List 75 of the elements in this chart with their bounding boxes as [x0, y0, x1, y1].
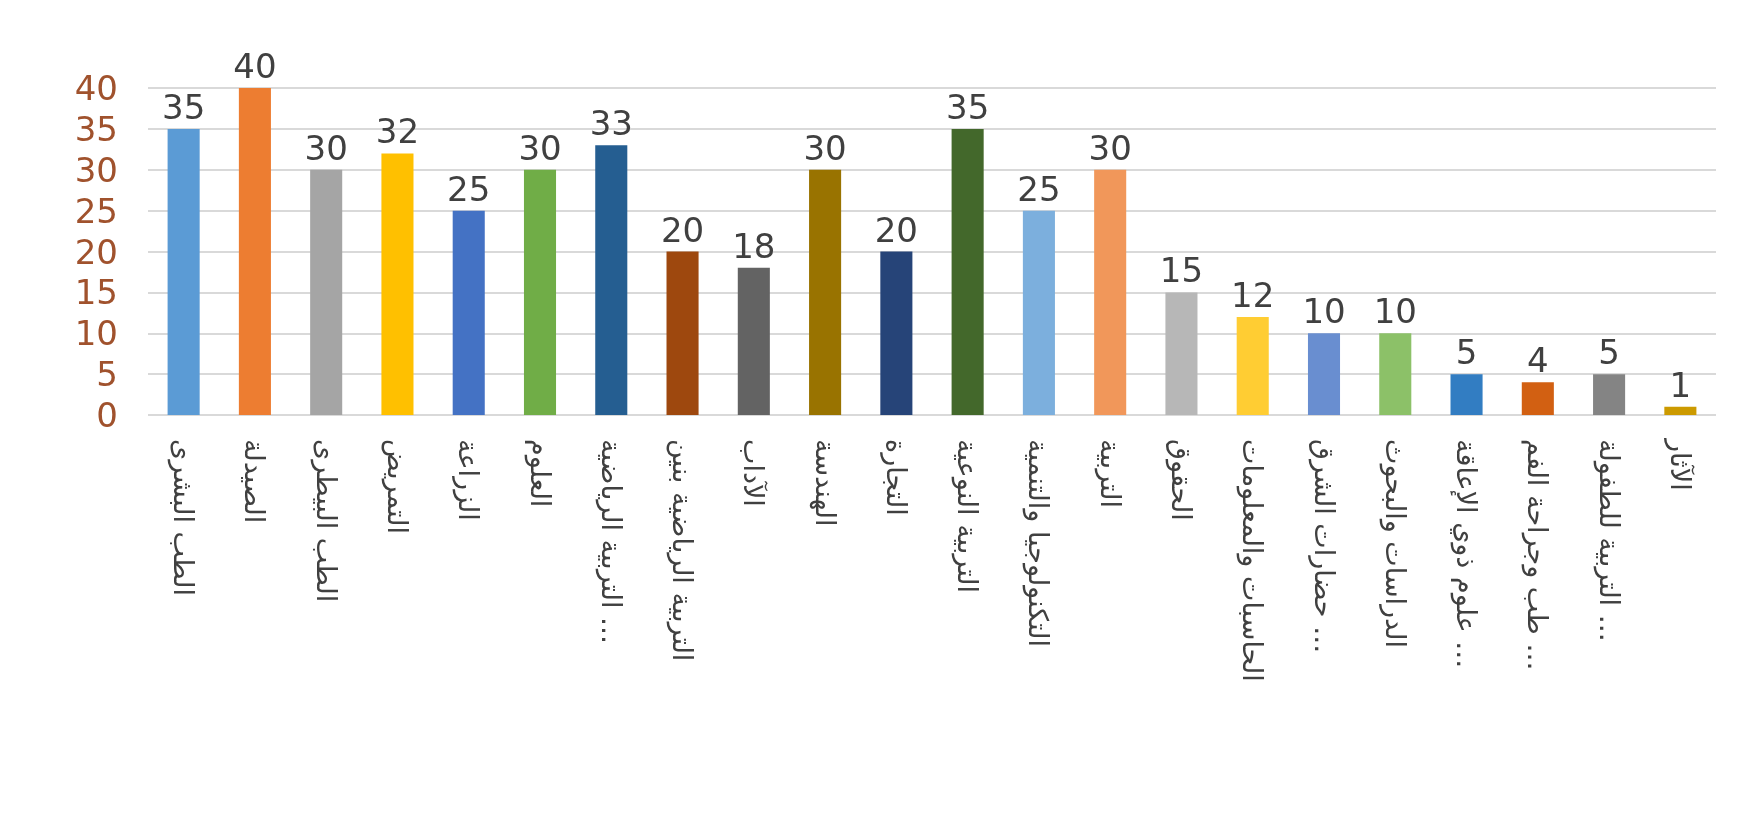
- data-label: 18: [732, 225, 776, 266]
- x-tick-label: الآثار: [1663, 437, 1696, 491]
- x-tick-label: طب وجراحة الفم …: [1521, 439, 1554, 671]
- data-label: 4: [1527, 340, 1549, 381]
- bar: [737, 267, 770, 415]
- y-tick-label: 5: [96, 354, 118, 395]
- x-tick-label: الدراسات والبحوث: [1378, 439, 1411, 648]
- x-tick-label: التربية الرياضية بنين: [666, 439, 699, 662]
- data-label: 35: [946, 86, 990, 127]
- x-tick-label: التكنولوجيا والتنمية: [1022, 439, 1055, 647]
- y-tick-label: 0: [96, 395, 118, 435]
- y-tick-label: 10: [74, 313, 118, 354]
- data-label: 12: [1231, 274, 1275, 315]
- x-tick-label: علوم ذوي الإعاقة …: [1450, 439, 1483, 669]
- bar: [310, 169, 343, 415]
- bar: [666, 251, 699, 415]
- bar: [1521, 382, 1554, 415]
- y-tick-label: 30: [74, 149, 118, 190]
- data-label: 5: [1598, 332, 1620, 373]
- bar: [381, 153, 414, 415]
- bar: [1450, 374, 1483, 415]
- bar: [238, 88, 271, 415]
- data-label: 10: [1373, 291, 1417, 332]
- bar: [1664, 406, 1697, 415]
- x-tick-label: التمريض: [380, 439, 413, 534]
- x-tick-label: الهندسة: [808, 439, 841, 527]
- bar: [1236, 316, 1269, 415]
- data-label: 20: [874, 209, 918, 250]
- data-label: 40: [233, 46, 277, 86]
- x-tick-label: التربية: [1093, 439, 1126, 508]
- bar: [1094, 169, 1127, 415]
- x-tick-label: الحقوق: [1164, 439, 1197, 521]
- bar: [452, 210, 485, 415]
- y-tick-label: 25: [74, 190, 118, 231]
- bar: [595, 145, 628, 415]
- data-label: 32: [375, 111, 420, 152]
- y-tick-label: 35: [74, 108, 118, 149]
- x-tick-label: الطب البيطرى: [309, 439, 342, 603]
- data-label: 33: [589, 103, 633, 144]
- x-tick-label: الصيدلة: [239, 439, 271, 524]
- bar: [880, 251, 913, 415]
- data-label: 30: [803, 127, 847, 168]
- y-tick-label: 20: [74, 231, 118, 272]
- data-label: 30: [304, 127, 348, 168]
- data-label: 5: [1455, 332, 1478, 373]
- x-tick-label: الحاسبات والمعلومات: [1236, 439, 1269, 682]
- bar: [1307, 333, 1341, 415]
- x-tick-label: حضارات الشرق …: [1307, 439, 1340, 654]
- bar: [523, 169, 557, 415]
- x-tick-label: الطب البشرى: [167, 439, 200, 596]
- bar: [809, 169, 842, 415]
- x-tick-label: العلوم: [523, 439, 556, 508]
- data-label: 10: [1302, 291, 1346, 332]
- data-label: 30: [518, 127, 562, 168]
- data-label: 25: [1017, 168, 1061, 209]
- data-label: 1: [1669, 364, 1692, 405]
- bar: [1379, 333, 1412, 415]
- x-tick-label: التربية النوعية: [951, 439, 984, 594]
- data-label: 25: [447, 168, 491, 209]
- data-label: 30: [1088, 127, 1132, 168]
- data-label: 35: [162, 86, 206, 127]
- bar: [1593, 374, 1626, 415]
- x-tick-label: التربية للطفولة …: [1592, 439, 1625, 642]
- bar: [951, 128, 984, 415]
- x-tick-label: الزراعة: [452, 439, 485, 521]
- x-tick-label: الآداب: [738, 439, 770, 507]
- x-tick-label: التجارة: [879, 439, 912, 516]
- data-label: 15: [1159, 250, 1204, 291]
- bar: [1165, 292, 1198, 415]
- y-tick-label: 40: [74, 68, 118, 108]
- bar: [167, 128, 200, 415]
- y-tick-label: 15: [74, 272, 118, 313]
- bar: [1022, 210, 1055, 415]
- x-tick-label: التربية الرياضية …: [594, 439, 627, 645]
- data-label: 20: [660, 209, 705, 250]
